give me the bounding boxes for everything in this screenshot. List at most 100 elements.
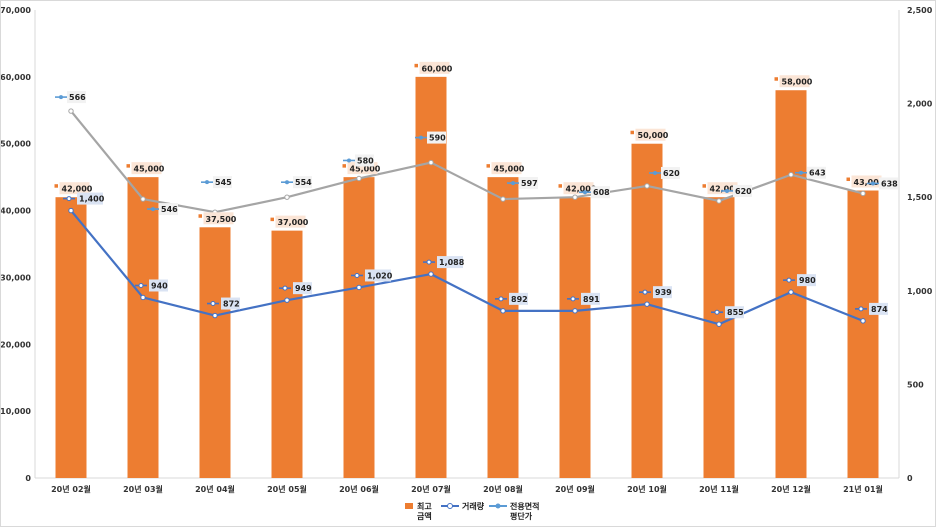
volume-data-label: 872 — [223, 300, 240, 309]
bar-data-label: 37,000 — [278, 218, 309, 227]
bar — [127, 177, 159, 478]
y-left-tick-label: 30,000 — [1, 273, 31, 282]
y-right-tick-label: 500 — [907, 380, 924, 389]
price-per-pyeong-point — [860, 190, 866, 197]
bar — [415, 76, 447, 478]
bar-data-label: 42,000 — [62, 185, 93, 194]
bar-data-label: 45,000 — [134, 165, 165, 174]
trade-volume-point — [860, 318, 866, 324]
price-label-bg — [159, 203, 178, 216]
bar — [559, 197, 591, 478]
legend-label-max-price: 최고 — [417, 501, 432, 511]
price-data-label: 545 — [215, 178, 232, 187]
trade-volume-point — [356, 284, 362, 291]
bar-label-bg — [419, 61, 450, 74]
price-label-marker-dot — [725, 188, 729, 193]
y-right-tick-label: 2,000 — [907, 100, 933, 109]
y-left-tick-label: 20,000 — [1, 340, 31, 349]
y-left-tick-label: 60,000 — [1, 73, 31, 82]
volume-label-marker-dot — [66, 196, 72, 202]
legend-marker-volume — [447, 503, 453, 509]
price-per-pyeong-point — [716, 198, 722, 204]
legend-marker-price — [495, 503, 501, 509]
bar-data-label: 37,500 — [206, 215, 237, 224]
price-data-label: 638 — [881, 179, 898, 188]
volume-data-label: 1,400 — [79, 195, 105, 204]
volume-label-bg — [797, 274, 816, 287]
trade-volume-point — [140, 294, 146, 301]
volume-label-bg — [149, 279, 168, 292]
bar — [343, 177, 375, 478]
volume-data-label: 949 — [295, 284, 312, 293]
y-right-tick-label: 1,000 — [907, 287, 933, 296]
bar — [847, 190, 879, 478]
price-data-label: 620 — [735, 187, 752, 196]
x-tick-label: 20년 12월 — [771, 484, 811, 494]
volume-data-label: 874 — [871, 305, 888, 314]
price-label-marker-dot — [511, 181, 515, 186]
price-label-bg — [591, 186, 610, 199]
price-per-pyeong-point — [68, 108, 74, 114]
volume-data-label: 1,020 — [367, 271, 393, 280]
bars-layer — [55, 76, 879, 478]
x-tick-label: 20년 07월 — [411, 484, 451, 494]
y-left-tick-label: 0 — [25, 474, 31, 483]
bar-label-marker — [774, 77, 778, 81]
trade-volume-point — [716, 321, 722, 327]
bar-data-label: 42,000 — [566, 185, 597, 194]
volume-label-bg — [365, 269, 391, 282]
volume-label-marker-dot — [354, 272, 360, 278]
price-label-bg — [807, 166, 826, 179]
volume-label-marker-dot — [858, 306, 864, 312]
bar-data-label: 42,000 — [710, 185, 741, 194]
x-tick-label: 20년 06월 — [339, 484, 379, 494]
price-label-bg — [427, 131, 446, 144]
volume-label-bg — [869, 302, 888, 315]
price-per-pyeong-point — [140, 196, 146, 202]
price-label-marker-dot — [583, 190, 587, 195]
price-per-pyeong-point — [284, 194, 290, 200]
volume-label-bg — [725, 306, 744, 319]
axes-layer: 0 10,000 20,000 30,000 40,000 50,000 60,000 70,… — [0, 6, 933, 494]
price-data-label: 580 — [357, 156, 374, 165]
bar — [271, 230, 303, 478]
legend-label-volume: 거래량 — [462, 501, 485, 511]
trade-volume-point — [212, 312, 218, 319]
bar-label-marker — [486, 164, 490, 168]
bar-label-marker — [702, 184, 706, 188]
y-left-tick-label: 50,000 — [1, 140, 31, 149]
volume-label-marker-dot — [642, 289, 648, 295]
y-left-tick-label: 70,000 — [1, 6, 31, 15]
bar-label-bg — [275, 215, 306, 228]
bar-label-bg — [203, 212, 234, 225]
trade-volume-point — [284, 297, 290, 303]
trade-volume-point — [788, 289, 794, 295]
volume-label-bg — [509, 292, 528, 305]
price-data-label: 590 — [429, 134, 446, 143]
bar — [703, 197, 735, 478]
price-per-pyeong-point — [356, 175, 362, 182]
bar-data-label: 43,000 — [854, 178, 885, 187]
volume-label-marker-dot — [210, 301, 216, 307]
price-data-label: 643 — [809, 169, 826, 178]
price-per-pyeong-point — [572, 194, 578, 200]
x-tick-label: 20년 05월 — [267, 484, 307, 494]
y-left-tick-label: 40,000 — [1, 207, 31, 216]
bar-data-label: 58,000 — [782, 78, 813, 87]
price-label-bg — [733, 184, 752, 197]
volume-data-label: 980 — [799, 276, 816, 285]
volume-data-label: 1,088 — [439, 258, 465, 267]
x-tick-label: 20년 08월 — [483, 484, 523, 494]
volume-data-label: 855 — [727, 308, 744, 317]
y-left-tick-label: 10,000 — [1, 407, 31, 416]
trade-volume-point — [644, 301, 650, 307]
price-data-label: 620 — [663, 169, 680, 178]
lines-layer — [68, 108, 866, 327]
price-label-bg — [213, 176, 232, 189]
volume-data-label: 940 — [151, 281, 168, 290]
y-right-tick-label: 2,500 — [907, 6, 933, 15]
price-label-marker-dot — [419, 135, 423, 140]
bar-label-marker — [126, 164, 130, 168]
bar-label-marker — [198, 214, 202, 218]
